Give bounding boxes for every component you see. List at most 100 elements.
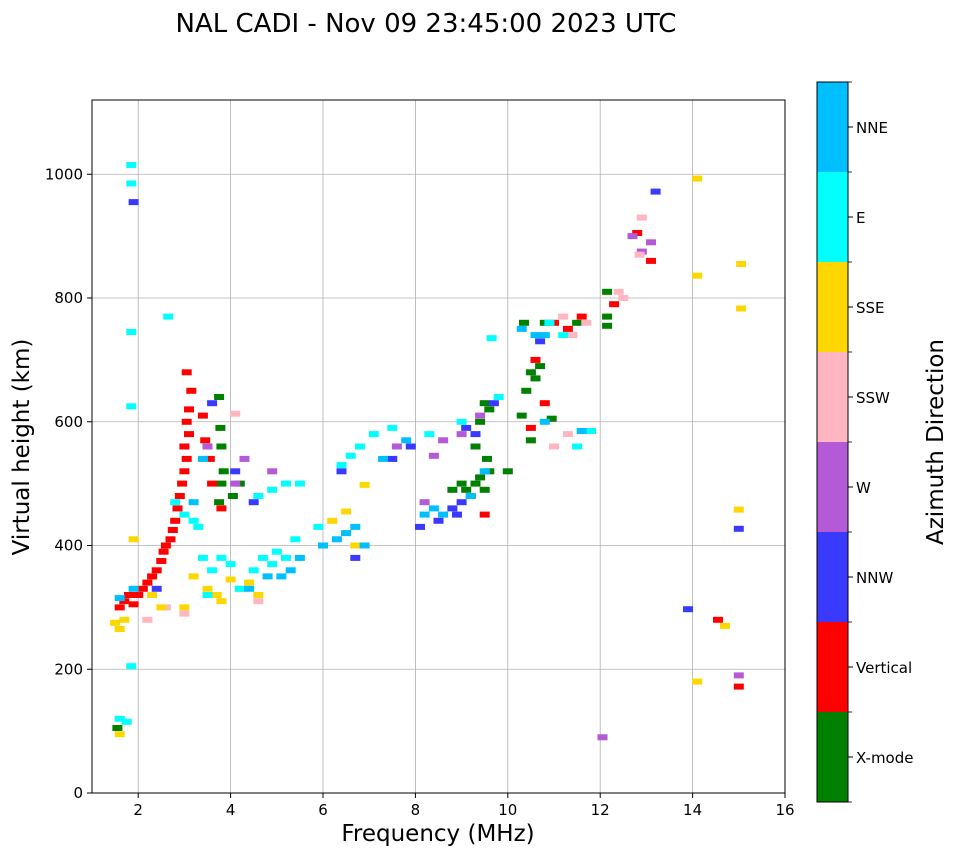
colorbar-tick-label: SSW (856, 389, 890, 407)
data-point (184, 406, 194, 413)
data-point (456, 418, 467, 425)
data-point (634, 251, 645, 258)
data-point (318, 542, 328, 549)
data-point (142, 616, 153, 623)
x-tick-label: 2 (133, 801, 143, 819)
data-point (294, 554, 305, 561)
data-point (359, 481, 370, 488)
data-point (227, 493, 238, 499)
data-point (114, 595, 125, 602)
data-point (602, 322, 613, 329)
data-point (170, 499, 181, 506)
data-point (438, 511, 449, 518)
data-point (733, 506, 744, 513)
data-point (253, 493, 264, 499)
data-point (479, 486, 490, 493)
scatter-marks (110, 162, 747, 741)
y-tick-label: 600 (54, 413, 83, 431)
colorbar-tick-label: X-mode (856, 749, 913, 767)
data-point (415, 523, 425, 530)
data-point (181, 455, 192, 462)
data-point (184, 431, 194, 438)
data-point (147, 573, 158, 580)
data-point (179, 443, 190, 450)
data-point (147, 592, 158, 598)
data-point (126, 180, 137, 187)
data-point (276, 573, 287, 580)
data-point (544, 319, 555, 326)
x-tick-label: 10 (498, 801, 517, 819)
data-point (636, 214, 647, 221)
data-point (239, 455, 250, 462)
data-point (549, 443, 559, 450)
data-point (350, 542, 361, 549)
data-point (719, 622, 730, 629)
y-axis-label: Virtual height (km) (9, 339, 35, 556)
data-point (484, 406, 495, 413)
data-point (636, 248, 647, 255)
data-point (207, 567, 218, 574)
data-point (281, 480, 291, 487)
data-point (350, 523, 361, 530)
data-point (234, 585, 245, 592)
data-point (428, 505, 439, 512)
data-point (627, 233, 638, 240)
grid (92, 100, 786, 794)
data-point (646, 239, 656, 246)
data-point (733, 672, 744, 679)
data-point (114, 604, 125, 611)
data-point (632, 230, 643, 236)
data-point (525, 424, 536, 431)
data-point (447, 486, 458, 493)
data-point (193, 523, 204, 530)
colorbar: X-mode Vertical NNW W SSW SSE E NNE (816, 81, 913, 803)
data-point (558, 313, 569, 320)
data-point (216, 554, 227, 561)
data-point (646, 257, 656, 264)
data-point (609, 301, 620, 308)
data-point (456, 431, 467, 438)
data-point (186, 387, 197, 394)
data-point (438, 437, 449, 444)
data-point (502, 468, 513, 475)
data-point (713, 616, 723, 623)
data-point (211, 592, 222, 598)
data-point (736, 305, 747, 312)
data-point (244, 579, 255, 586)
data-point (281, 554, 291, 561)
data-point (405, 443, 416, 450)
data-point (114, 715, 125, 722)
data-point (225, 561, 236, 568)
data-point (558, 332, 569, 339)
y-tick-label: 200 (54, 660, 83, 678)
data-point (151, 585, 162, 592)
data-point (200, 437, 211, 444)
data-point (479, 468, 490, 475)
data-point (327, 517, 338, 524)
data-point (121, 718, 132, 725)
data-point (197, 455, 208, 462)
data-point (216, 443, 227, 450)
data-point (253, 592, 264, 598)
data-point (736, 261, 747, 267)
data-point (692, 175, 703, 182)
data-point (516, 412, 527, 419)
x-axis: 2 4 6 8 10 12 14 16 (133, 793, 795, 819)
data-point (470, 480, 481, 487)
data-point (128, 601, 139, 608)
data-point (202, 592, 213, 598)
data-point (179, 610, 190, 617)
data-point (119, 616, 130, 623)
data-point (218, 468, 229, 475)
data-point (267, 486, 278, 493)
data-point (128, 199, 139, 206)
data-point (461, 486, 472, 493)
colorbar-tick-label: NNW (856, 569, 893, 587)
data-point (110, 619, 121, 626)
data-point (562, 431, 573, 438)
colorbar-tick-label: SSE (856, 299, 885, 317)
data-point (188, 499, 199, 506)
x-tick-label: 16 (775, 801, 794, 819)
data-point (479, 400, 490, 407)
